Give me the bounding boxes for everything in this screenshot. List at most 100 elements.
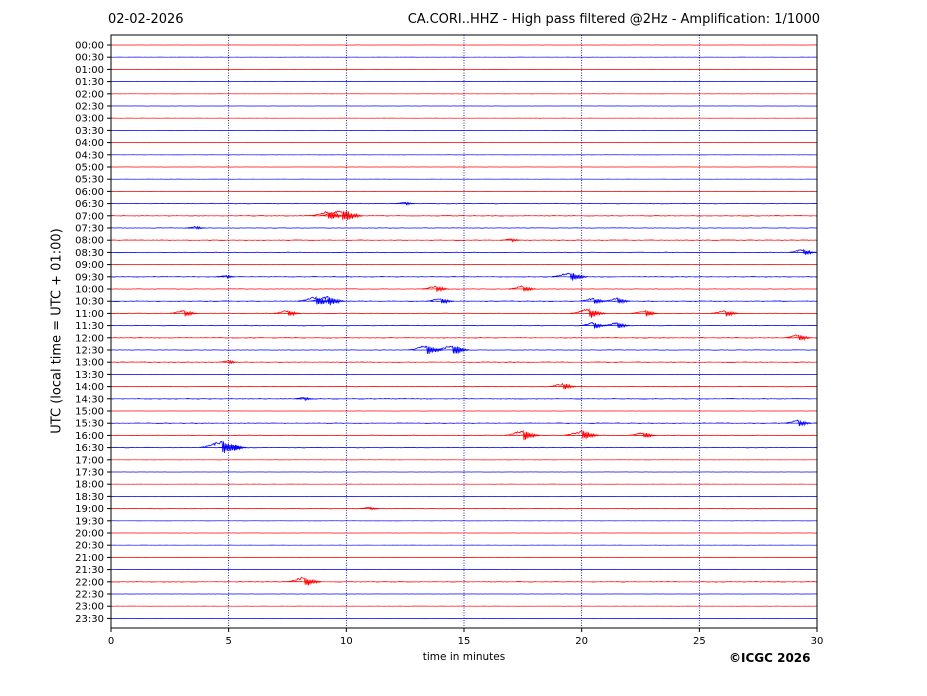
y-tick-label: 14:00 [75,382,104,393]
y-tick-label: 08:00 [75,236,104,247]
y-tick-label: 08:30 [75,248,104,259]
y-tick-label: 18:30 [75,492,104,503]
y-tick-label: 15:00 [75,407,104,418]
event-burst [508,285,537,292]
y-tick-label: 05:00 [75,163,104,174]
y-tick-label: 19:30 [75,516,104,527]
x-tick-label: 20 [575,636,588,647]
y-tick-label: 12:00 [75,333,104,344]
event-burst [631,309,659,317]
date-label: 02-02-2026 [108,12,184,27]
event-burst [309,210,345,220]
y-tick-label: 23:30 [75,614,104,625]
y-tick-label: 10:00 [75,285,104,296]
event-burst [395,201,415,206]
y-tick-label: 09:00 [75,260,104,271]
event-burst [285,576,322,586]
event-burst [548,382,577,390]
y-tick-label: 02:30 [75,102,104,113]
y-tick-label: 06:30 [75,199,104,210]
y-tick-label: 04:00 [75,138,104,149]
chart-title: CA.CORI..HHZ - High pass filtered @2Hz -… [407,12,820,27]
x-tick-label: 25 [693,636,706,647]
event-burst [784,334,812,342]
y-tick-label: 11:30 [75,321,104,332]
y-tick-label: 20:30 [75,541,104,552]
event-burst [293,396,314,402]
trace-noise [110,398,818,400]
y-tick-label: 20:00 [75,529,104,540]
event-burst [273,310,301,317]
event-burst [711,310,739,317]
y-tick-label: 23:00 [75,602,104,613]
event-burst [421,285,450,292]
y-tick-label: 13:00 [75,358,104,369]
event-burst [169,310,198,317]
event-burst [551,272,588,281]
event-burst [628,432,657,438]
event-burst [297,296,334,305]
event-burst [219,444,247,451]
y-tick-label: 21:00 [75,553,104,564]
trace-noise [110,581,818,583]
event-burst [359,506,380,511]
event-burst [602,297,631,305]
event-burst [579,297,607,304]
event-burst [602,322,631,329]
x-axis-label: time in minutes [422,651,506,663]
event-burst [501,237,521,243]
y-tick-label: 07:30 [75,224,104,235]
y-tick-label: 15:30 [75,419,104,430]
y-tick-label: 22:00 [75,577,104,588]
y-tick-label: 21:30 [75,565,104,576]
y-tick-label: 04:30 [75,150,104,161]
trace-noise [110,361,818,363]
y-tick-label: 14:30 [75,394,104,405]
event-burst [185,225,206,230]
event-burst [784,419,812,427]
y-tick-label: 22:30 [75,590,104,601]
y-tick-label: 16:00 [75,431,104,442]
y-tick-label: 11:00 [75,309,104,320]
event-burst [216,274,236,280]
trace-noise [110,288,818,290]
y-tick-label: 06:00 [75,187,104,198]
copyright-label: ©ICGC 2026 [729,651,811,665]
y-tick-label: 10:30 [75,297,104,308]
y-tick-label: 18:00 [75,480,104,491]
x-tick-label: 5 [225,636,231,647]
y-tick-label: 01:00 [75,65,104,76]
plot-frame [110,34,818,629]
x-tick-label: 0 [108,636,114,647]
event-burst [199,440,244,454]
y-tick-label: 19:00 [75,504,104,515]
y-tick-label: 00:00 [75,41,104,52]
x-tick-label: 30 [811,636,824,647]
y-tick-label: 07:00 [75,211,104,222]
event-burst [579,322,607,329]
y-tick-label: 00:30 [75,53,104,64]
event-burst [434,345,470,354]
event-burst [309,296,345,306]
y-tick-label: 02:00 [75,89,104,100]
event-burst [426,298,454,305]
event-burst [319,210,364,221]
y-tick-label: 03:30 [75,126,104,137]
x-tick-label: 10 [340,636,353,647]
event-burst [788,248,817,256]
y-tick-label: 09:30 [75,272,104,283]
x-tick-label: 15 [458,636,471,647]
y-tick-label: 16:30 [75,443,104,454]
y-tick-label: 17:00 [75,455,104,466]
trace-noise [110,385,818,388]
y-tick-label: 17:30 [75,468,104,479]
y-tick-label: 05:30 [75,175,104,186]
y-tick-label: 12:30 [75,346,104,357]
trace-noise [110,300,818,302]
y-tick-label: 13:30 [75,370,104,381]
y-tick-label: 01:30 [75,77,104,88]
event-burst [570,307,607,318]
y-tick-label: 03:00 [75,114,104,125]
event-burst [504,430,541,441]
